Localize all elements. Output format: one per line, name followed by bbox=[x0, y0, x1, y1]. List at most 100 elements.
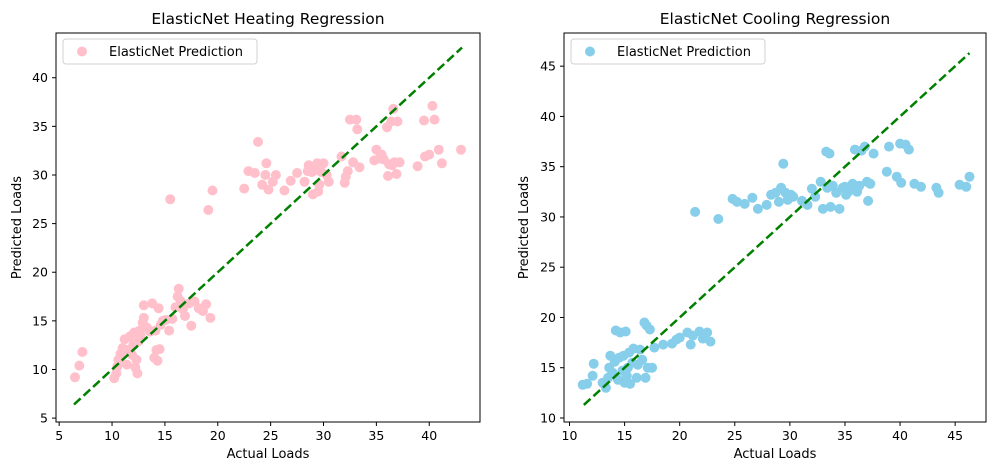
heating-x-ticks: 5 10 15 20 25 30 35 40 bbox=[55, 422, 437, 443]
cooling-point-69 bbox=[817, 203, 828, 214]
heating-point-55 bbox=[239, 183, 250, 194]
heating-point-53 bbox=[205, 312, 216, 323]
cooling-point-93 bbox=[884, 141, 894, 152]
cooling-point-46 bbox=[702, 327, 713, 338]
heating-y-tick-label-40: 40 bbox=[32, 70, 48, 85]
cooling-x-tick-label-10: 10 bbox=[562, 428, 578, 443]
heating-point-52 bbox=[203, 205, 214, 215]
cooling-legend: ElasticNet Prediction bbox=[570, 38, 766, 65]
heating-y-tick-label-15: 15 bbox=[32, 313, 48, 328]
cooling-points bbox=[577, 138, 975, 393]
heating-point-108 bbox=[424, 149, 435, 160]
heating-x-tick-label-15: 15 bbox=[157, 428, 173, 443]
cooling-y-tick-label-35: 35 bbox=[540, 159, 556, 174]
cooling-y-tick-label-45: 45 bbox=[540, 59, 556, 74]
heating-point-10 bbox=[121, 359, 132, 370]
heating-y-tick-label-10: 10 bbox=[32, 362, 48, 377]
heating-legend-marker bbox=[77, 46, 87, 57]
cooling-x-ticks: 10 15 20 25 30 35 40 45 bbox=[562, 422, 963, 443]
heating-x-label: Actual Loads bbox=[227, 447, 310, 462]
cooling-y-tick-label-15: 15 bbox=[540, 360, 556, 375]
cooling-point-66 bbox=[806, 183, 817, 194]
cooling-point-34 bbox=[647, 362, 658, 373]
cooling-point-105 bbox=[964, 171, 975, 182]
cooling-point-47 bbox=[705, 336, 716, 347]
heating-point-84 bbox=[342, 166, 353, 177]
cooling-point-59 bbox=[778, 158, 789, 169]
heating-x-tick-label-5: 5 bbox=[55, 428, 63, 443]
heating-point-60 bbox=[260, 170, 271, 180]
heating-y-tick-label-30: 30 bbox=[32, 167, 48, 182]
heating-y-tick-label-5: 5 bbox=[40, 411, 48, 426]
heating-point-32 bbox=[153, 303, 164, 314]
heating-point-62 bbox=[263, 184, 274, 195]
cooling-point-98 bbox=[903, 144, 914, 155]
heating-y-tick-label-20: 20 bbox=[32, 265, 48, 280]
cooling-point-43 bbox=[690, 206, 701, 217]
heating-point-2 bbox=[77, 347, 88, 357]
cooling-legend-marker bbox=[585, 46, 595, 57]
heating-point-112 bbox=[436, 158, 447, 169]
cooling-point-18 bbox=[620, 326, 631, 337]
cooling-x-tick-label-30: 30 bbox=[782, 428, 798, 443]
cooling-point-3 bbox=[588, 358, 599, 369]
heating-point-65 bbox=[279, 185, 290, 196]
heating-x-tick-label-20: 20 bbox=[210, 428, 226, 443]
heating-point-42 bbox=[173, 283, 184, 294]
cooling-subplot: ElasticNet Cooling Regression 10 15 20 25 30… bbox=[517, 10, 987, 462]
cooling-point-85 bbox=[854, 180, 865, 191]
cooling-x-tick-label-25: 25 bbox=[727, 428, 743, 443]
heating-point-51 bbox=[201, 299, 212, 310]
heating-point-47 bbox=[186, 320, 197, 331]
heating-point-1 bbox=[74, 360, 85, 371]
cooling-point-51 bbox=[739, 198, 750, 209]
heating-x-tick-label-25: 25 bbox=[263, 428, 279, 443]
heating-point-17 bbox=[131, 354, 142, 365]
cooling-point-2 bbox=[587, 370, 598, 381]
heating-point-68 bbox=[299, 176, 310, 187]
heating-y-label: Predicted Loads bbox=[10, 176, 25, 279]
cooling-point-87 bbox=[859, 141, 870, 152]
cooling-point-100 bbox=[916, 181, 926, 192]
cooling-x-tick-label-40: 40 bbox=[892, 428, 908, 443]
cooling-x-tick-label-45: 45 bbox=[947, 428, 963, 443]
cooling-legend-label: ElasticNet Prediction bbox=[617, 45, 751, 60]
cooling-point-5 bbox=[600, 382, 611, 393]
cooling-point-53 bbox=[752, 203, 763, 214]
heating-point-64 bbox=[270, 170, 281, 180]
cooling-legend-box bbox=[570, 38, 766, 65]
cooling-y-tick-label-10: 10 bbox=[540, 410, 556, 425]
cooling-point-89 bbox=[863, 195, 874, 206]
heating-point-111 bbox=[433, 144, 444, 155]
heating-point-21 bbox=[135, 330, 146, 341]
heating-title: ElasticNet Heating Regression bbox=[151, 10, 384, 28]
heating-x-tick-label-35: 35 bbox=[368, 428, 384, 443]
heating-point-58 bbox=[253, 136, 263, 147]
cooling-x-tick-label-35: 35 bbox=[837, 428, 853, 443]
cooling-point-39 bbox=[674, 332, 685, 343]
heating-point-110 bbox=[429, 114, 440, 125]
cooling-y-tick-label-30: 30 bbox=[540, 209, 556, 224]
cooling-point-54 bbox=[761, 199, 772, 210]
cooling-point-63 bbox=[788, 191, 799, 202]
cooling-point-68 bbox=[815, 176, 826, 187]
heating-points bbox=[70, 100, 466, 384]
cooling-point-102 bbox=[933, 187, 944, 198]
heating-legend: ElasticNet Prediction bbox=[62, 38, 258, 65]
cooling-point-72 bbox=[824, 148, 835, 159]
cooling-point-90 bbox=[865, 178, 876, 189]
heating-point-109 bbox=[427, 100, 438, 111]
heating-point-57 bbox=[249, 168, 260, 178]
heating-point-37 bbox=[164, 325, 175, 336]
heating-point-102 bbox=[391, 169, 402, 179]
heating-ideal-line bbox=[73, 46, 463, 406]
cooling-point-33 bbox=[644, 324, 655, 335]
heating-subplot: ElasticNet Heating Regression 5 10 15 20 25 3… bbox=[10, 10, 481, 462]
cooling-y-tick-label-40: 40 bbox=[540, 109, 556, 124]
cooling-y-tick-label-25: 25 bbox=[540, 260, 556, 275]
cooling-x-tick-label-15: 15 bbox=[617, 428, 633, 443]
heating-point-23 bbox=[138, 312, 149, 323]
heating-point-66 bbox=[285, 175, 296, 186]
heating-point-31 bbox=[152, 355, 163, 366]
